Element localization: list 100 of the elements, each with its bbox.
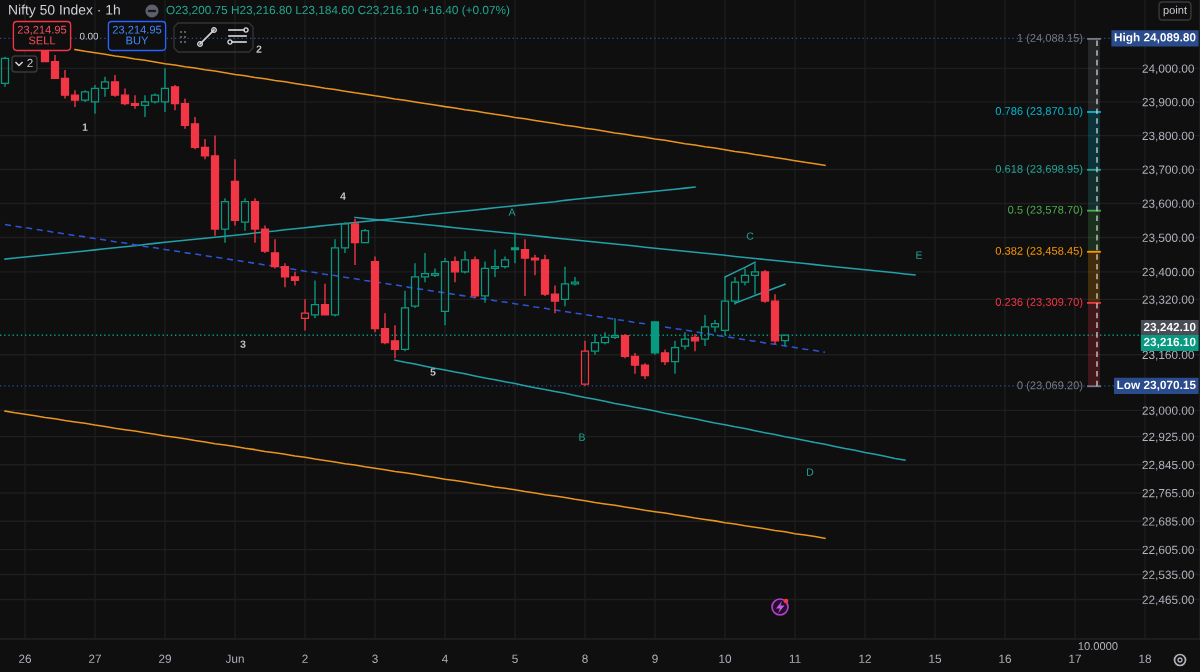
y-tick-label: 23,900.00 (1142, 97, 1194, 108)
annotation: 0.00 (79, 32, 99, 40)
x-tick-label: 4 (441, 654, 448, 663)
candlestick (500, 255, 510, 270)
candlestick (130, 94, 140, 110)
y-tick-label: 22,765.00 (1142, 488, 1194, 499)
candlestick (300, 298, 310, 332)
annotation: point (1163, 5, 1187, 17)
candlestick (200, 138, 210, 160)
annotation: 4 (340, 192, 346, 200)
candlestick (420, 252, 430, 283)
candlestick (180, 97, 190, 130)
candlestick (480, 260, 490, 304)
y-tick-label: 22,535.00 (1142, 570, 1194, 581)
candlestick (550, 284, 560, 314)
x-tick-label: 8 (582, 654, 588, 663)
ref-line-label: 23,216.10 (1143, 337, 1196, 348)
y-tick-label: 23,400.00 (1142, 267, 1194, 278)
x-tick-label: 26 (19, 654, 32, 663)
text: 10.0000 (1078, 642, 1118, 650)
x-tick-label: Jun (225, 654, 244, 663)
ref-line-label: 0 (23,069.20) (1017, 381, 1083, 392)
annotation: D (807, 468, 814, 476)
y-tick-label: 23,160.00 (1142, 350, 1194, 361)
ref-line-label: High 24,089.80 (1114, 32, 1196, 44)
x-tick-label: 5 (512, 654, 518, 663)
y-tick-label: 23,600.00 (1142, 199, 1194, 210)
ref-line-label: 0.786 (23,870.10) (995, 106, 1083, 118)
y-tick-label: 22,465.00 (1142, 595, 1194, 606)
annotation: 23,242.10 (1143, 322, 1196, 333)
candlestick (450, 255, 460, 283)
y-tick-label: 22,925.00 (1142, 432, 1194, 443)
ref-line-label: 0.618 (23,698.95) (995, 164, 1083, 175)
candlestick (270, 238, 280, 270)
candlestick (340, 221, 350, 254)
y-tick-label: 22,685.00 (1142, 517, 1194, 528)
candlestick (750, 262, 760, 295)
x-tick-label: 17 (1069, 654, 1081, 663)
ref-line-label: Low 23,070.15 (1117, 380, 1196, 391)
candlestick (110, 74, 120, 98)
candlestick (150, 92, 160, 105)
candlestick (390, 324, 400, 359)
x-tick-label: 29 (159, 654, 172, 663)
candlestick (320, 283, 330, 316)
ref-line-label: 0.5 (23,578.70) (1008, 205, 1083, 216)
candlestick (720, 276, 730, 337)
candlestick (190, 116, 200, 150)
candlestick (290, 271, 300, 287)
candlestick (50, 54, 60, 80)
candlestick (520, 238, 530, 297)
candlestick (360, 228, 370, 244)
candlestick (560, 265, 570, 307)
line-series (724, 261, 756, 278)
candlestick (240, 197, 250, 232)
chart-subtitle: O23,200.75 H23,216.80 L23,184.60 C23,216.10 +16.40 (+0.07%) (166, 5, 510, 17)
candlestick (260, 224, 270, 254)
candlestick (670, 340, 680, 375)
annotation: 5 (430, 368, 436, 376)
candlestick (60, 69, 70, 100)
annotation: 3 (240, 340, 246, 348)
annotation: C (746, 232, 754, 240)
candlestick (580, 340, 590, 387)
x-tick-label: 11 (789, 654, 801, 663)
x-tick-label: 3 (372, 654, 378, 663)
candlestick (0, 55, 10, 88)
candlestick (220, 197, 230, 244)
candlestick (510, 231, 520, 264)
candlestick (160, 67, 170, 113)
y-tick-label: 22,845.00 (1142, 460, 1194, 471)
x-tick-label: 10 (719, 654, 732, 663)
y-tick-label: 23,320.00 (1142, 295, 1194, 306)
candlestick (570, 276, 580, 287)
candlestick (620, 333, 630, 359)
candlestick (100, 76, 110, 98)
candlestick (330, 238, 340, 318)
x-tick-label: 27 (89, 654, 101, 663)
annotation: 2 (256, 45, 262, 53)
annotation: B (579, 433, 585, 441)
ref-line-label: 0.236 (23,309.70) (995, 297, 1083, 309)
y-tick-label: 23,000.00 (1142, 406, 1194, 417)
candlestick (460, 250, 470, 275)
ref-line-label: 1 (24,088.15) (1017, 33, 1083, 45)
candlestick (140, 94, 150, 118)
annotation: 2 (27, 58, 33, 68)
candlestick (170, 84, 180, 112)
annotation: 23,214.95 BUY (112, 25, 162, 45)
line-series (4, 410, 826, 540)
candlestick (70, 89, 80, 108)
ref-line-label: 0.382 (23,458.45) (995, 246, 1083, 257)
candlestick (440, 257, 450, 326)
chart-title: Nifty 50 Index · 1h (9, 4, 120, 18)
x-tick-label: 15 (929, 654, 942, 663)
candlestick (90, 84, 100, 115)
y-tick-label: 23,500.00 (1142, 233, 1194, 244)
x-tick-label: 12 (859, 654, 871, 663)
x-tick-label: 18 (1139, 654, 1152, 663)
x-tick-label: 16 (999, 654, 1012, 663)
y-tick-label: 24,000.00 (1142, 64, 1194, 75)
candlestick (710, 319, 720, 333)
candlestick (350, 218, 360, 266)
